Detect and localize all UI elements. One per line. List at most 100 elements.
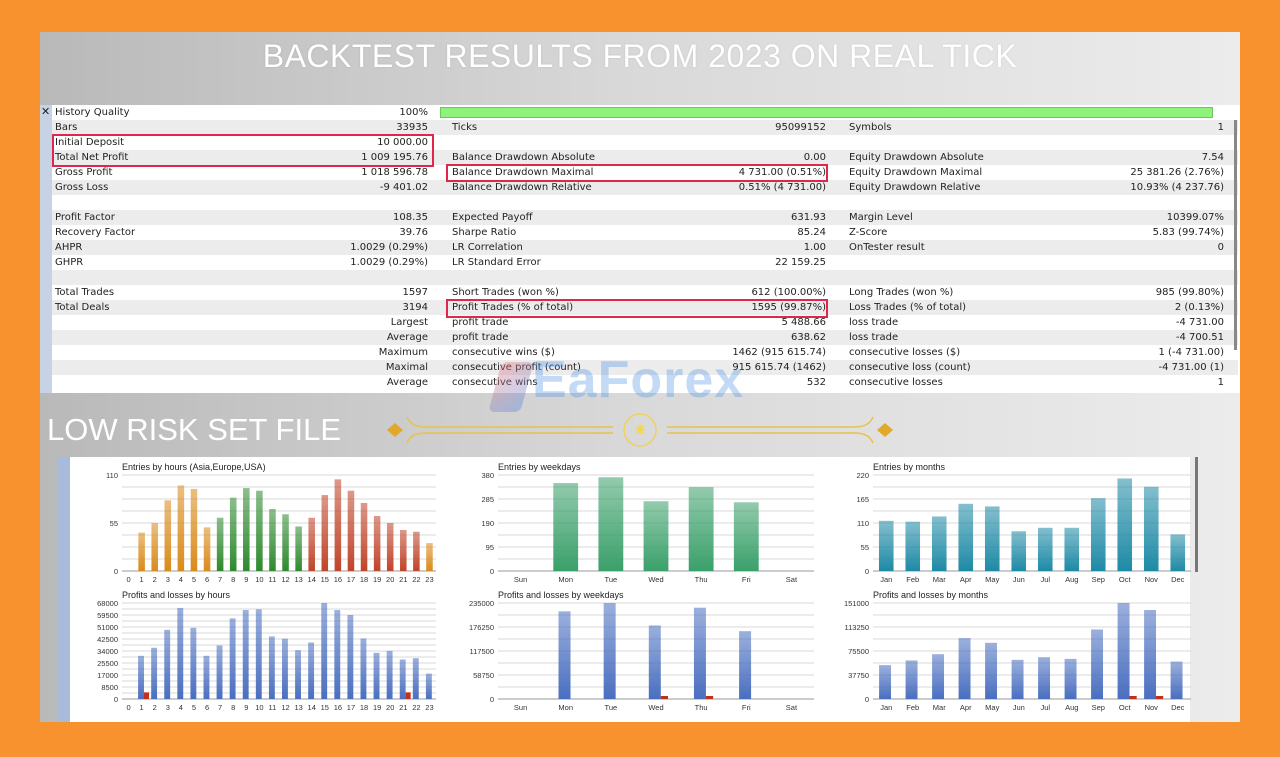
- chart-title: Entries by weekdays: [498, 462, 581, 472]
- y-tick-label: 165: [856, 495, 869, 504]
- table-row: AHPR 1.0029 (0.29%) LR Correlation 1.00 OnTe…: [52, 240, 1238, 255]
- row-label: GHPR: [55, 257, 84, 268]
- profits-bar: [1064, 658, 1077, 699]
- x-tick-label: 16: [334, 703, 342, 712]
- chart-4: Profits and losses by weekdays 0 58750 1175…: [469, 590, 814, 712]
- table-row: Bars 33935 Ticks 95099152 Symbols 1: [52, 120, 1238, 135]
- table-row: Recovery Factor 39.76 Sharpe Ratio 85.24 Z-S…: [52, 225, 1238, 240]
- x-tick-label: 1: [140, 575, 144, 584]
- row-label: Initial Deposit: [55, 137, 125, 148]
- row-value: 1.00: [803, 242, 826, 253]
- row-value: -4 700.51: [1175, 332, 1224, 343]
- x-tick-label: 21: [399, 575, 407, 584]
- table-row: Profit Factor 108.35 Expected Payoff 631.93…: [52, 210, 1238, 225]
- entries-bar: [598, 477, 624, 571]
- x-tick-label: 10: [255, 703, 263, 712]
- table-row: Total Trades 1597 Short Trades (won %) 612 …: [52, 285, 1238, 300]
- close-icon[interactable]: ✕: [41, 105, 51, 118]
- y-tick-label: 55: [110, 519, 118, 528]
- row-value: -4 731.00 (1): [1158, 362, 1224, 373]
- row-value: 1 (-4 731.00): [1158, 347, 1224, 358]
- table-row: Average profit trade 638.62 loss trade -4 70…: [52, 330, 1238, 345]
- y-tick-label: 37750: [848, 671, 869, 680]
- entries-bar: [334, 479, 342, 571]
- table-row: Initial Deposit 10 000.00: [52, 135, 1238, 150]
- profits-bar: [295, 650, 301, 699]
- profits-bar: [958, 638, 971, 699]
- row-label: History Quality: [55, 107, 130, 118]
- entries-bar: [373, 516, 381, 571]
- x-tick-label: Aug: [1065, 703, 1078, 712]
- profits-bar: [373, 652, 380, 699]
- profits-bar: [879, 665, 892, 699]
- row-label: Bars: [55, 122, 78, 133]
- profits-bar: [1038, 657, 1051, 699]
- table-row: Gross Profit 1 018 596.78 Balance Drawdown…: [52, 165, 1238, 180]
- x-tick-label: Mon: [558, 703, 573, 712]
- x-tick-label: 14: [308, 703, 316, 712]
- row-value: 532: [806, 377, 826, 388]
- profits-bar: [1117, 603, 1130, 699]
- row-label: profit trade: [452, 317, 509, 328]
- x-tick-label: Sun: [514, 575, 527, 584]
- row-value: 5.83 (99.74%): [1152, 227, 1224, 238]
- x-tick-label: Oct: [1119, 575, 1132, 584]
- report-side-strip: ✕: [40, 105, 52, 393]
- profits-bar: [1091, 629, 1104, 699]
- x-tick-label: 3: [166, 703, 170, 712]
- row-value: 0.51% (4 731.00): [738, 182, 826, 193]
- table-row: [52, 270, 1238, 285]
- x-tick-label: Dec: [1171, 703, 1185, 712]
- x-tick-label: 11: [269, 575, 277, 584]
- entries-bar: [243, 488, 250, 571]
- entries-bar: [643, 501, 669, 571]
- profits-bar: [347, 615, 354, 699]
- entries-bar: [347, 490, 355, 571]
- table-row: GHPR 1.0029 (0.29%) LR Standard Error 22 15…: [52, 255, 1238, 270]
- entries-bar: [308, 517, 315, 571]
- row-label: Total Net Profit: [55, 152, 129, 163]
- x-tick-label: Sat: [786, 703, 798, 712]
- y-tick-label: 151000: [844, 599, 869, 608]
- x-tick-label: 23: [425, 575, 433, 584]
- row-value: 5 488.66: [781, 317, 826, 328]
- profits-bar: [151, 647, 158, 699]
- entries-bar: [229, 497, 237, 571]
- ornament-divider-icon: ✷: [387, 413, 893, 447]
- profits-bar: [268, 636, 275, 699]
- x-tick-label: 8: [231, 703, 235, 712]
- row-value: 638.62: [791, 332, 826, 343]
- x-tick-label: 12: [281, 703, 289, 712]
- scrollbar[interactable]: [1234, 120, 1237, 350]
- row-label: Long Trades (won %): [849, 287, 954, 298]
- entries-bar: [426, 543, 433, 571]
- y-tick-label: 0: [490, 567, 494, 576]
- losses-bar: [705, 696, 714, 699]
- y-tick-label: 17000: [97, 671, 118, 680]
- watermark: EaForex: [532, 351, 745, 409]
- y-tick-label: 190: [481, 519, 494, 528]
- row-label: AHPR: [55, 242, 83, 253]
- x-tick-label: Sep: [1092, 575, 1105, 584]
- chart-0: Entries by hours (Asia,Europe,USA)055110…: [106, 462, 436, 584]
- x-tick-label: 15: [321, 703, 329, 712]
- highlight-deposit-profit: [52, 134, 434, 167]
- charts-scrollbar[interactable]: [1195, 457, 1198, 572]
- table-row: Average consecutive wins 532 consecutive lo…: [52, 375, 1238, 390]
- x-tick-label: 5: [192, 575, 196, 584]
- x-tick-label: Tue: [605, 575, 618, 584]
- x-tick-label: 10: [255, 575, 263, 584]
- row-value: 100%: [399, 107, 428, 118]
- profits-bar: [334, 610, 341, 699]
- row-label: Loss Trades (% of total): [849, 302, 967, 313]
- row-label: Margin Level: [849, 212, 913, 223]
- x-tick-label: Sep: [1092, 703, 1105, 712]
- x-tick-label: Nov: [1145, 575, 1159, 584]
- row-label: Gross Profit: [55, 167, 113, 178]
- x-tick-label: Apr: [960, 575, 972, 584]
- row-label: Balance Drawdown Relative: [452, 182, 592, 193]
- table-row: History Quality 100%: [52, 105, 1238, 120]
- chart-3: Profits and losses by hours0850017000255…: [97, 590, 436, 712]
- row-label: profit trade: [452, 332, 509, 343]
- losses-bar: [660, 696, 668, 699]
